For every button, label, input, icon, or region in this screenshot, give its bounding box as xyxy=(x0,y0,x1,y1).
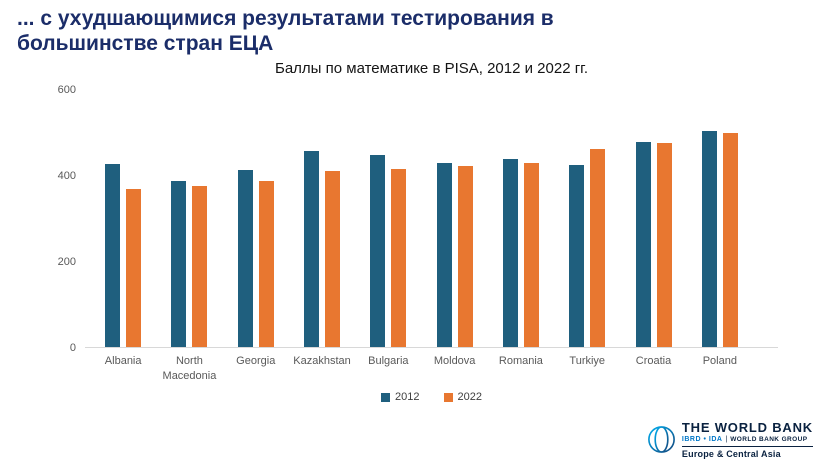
bar-2022-kazakhstan xyxy=(325,171,341,347)
world-bank-logo: THE WORLD BANK IBRD • IDA | WORLD BANK G… xyxy=(646,419,813,459)
bar-groups xyxy=(90,89,753,347)
bar-group-north-macedonia xyxy=(156,89,222,347)
y-tick-label: 600 xyxy=(57,84,76,96)
slide-title: ... с ухудшающимися результатами тестиро… xyxy=(17,7,717,57)
bar-2022-poland xyxy=(722,133,738,347)
y-axis-tick-labels: 0 200 400 600 xyxy=(38,84,76,354)
bar-2012-romania xyxy=(502,159,518,347)
x-axis-label-georgia: Georgia xyxy=(236,355,276,367)
legend-label-2012: 2012 xyxy=(395,391,420,403)
bar-group-moldova xyxy=(421,89,487,347)
legend-item-2022: 2022 xyxy=(443,391,482,403)
y-tick-label: 200 xyxy=(57,256,76,268)
bar-2022-north-macedonia xyxy=(192,186,208,347)
bar-2022-turkiye xyxy=(590,149,606,347)
y-tick-label: 0 xyxy=(69,342,76,354)
bar-group-kazakhstan xyxy=(289,89,355,347)
y-tick-label: 400 xyxy=(57,170,76,182)
plot-area xyxy=(85,90,778,348)
legend-item-2012: 2012 xyxy=(381,391,420,403)
bar-2012-albania xyxy=(105,164,121,347)
chart-title: Баллы по математике в PISA, 2012 и 2022 … xyxy=(274,60,588,77)
bar-2012-moldova xyxy=(436,163,452,347)
legend-swatch-2012 xyxy=(381,392,391,402)
bar-2012-bulgaria xyxy=(370,155,386,347)
world-bank-wordmark: THE WORLD BANK xyxy=(681,419,813,435)
ibrd-ida-label: IBRD • IDA xyxy=(681,436,723,443)
world-bank-group-label: WORLD BANK GROUP xyxy=(730,436,808,443)
x-axis-label-moldova: Moldova xyxy=(433,355,476,367)
logo-separator: | xyxy=(725,436,728,443)
bar-2022-moldova xyxy=(457,166,473,347)
bar-2012-georgia xyxy=(237,170,253,347)
bar-2012-turkiye xyxy=(569,165,585,347)
bar-2022-bulgaria xyxy=(391,169,407,347)
slide-title-line1: ... с ухудшающимися результатами тестиро… xyxy=(17,7,554,30)
bar-2012-north-macedonia xyxy=(171,181,187,347)
chart-legend: 2012 2022 xyxy=(85,391,778,403)
bar-2012-croatia xyxy=(635,142,651,347)
bar-2012-kazakhstan xyxy=(304,151,320,347)
bar-group-poland xyxy=(687,89,753,347)
x-axis-label-romania: Romania xyxy=(498,355,543,367)
legend-swatch-2022 xyxy=(443,392,453,402)
bar-2022-albania xyxy=(126,189,142,347)
bar-2022-romania xyxy=(523,163,539,347)
bar-group-croatia xyxy=(620,89,686,347)
bar-2012-poland xyxy=(701,131,717,347)
x-axis-label-kazakhstan: Kazakhstan xyxy=(293,355,351,367)
bar-2022-georgia xyxy=(258,181,274,347)
x-axis-label-albania: Albania xyxy=(104,355,142,367)
bar-2022-croatia xyxy=(656,143,672,347)
slide-title-line2: большинстве стран ЕЦА xyxy=(17,31,274,55)
x-axis-labels: Albania North Macedonia Georgia Kazakhstan B… xyxy=(90,354,753,384)
logo-divider xyxy=(681,446,813,447)
x-axis-label-bulgaria: Bulgaria xyxy=(368,355,409,367)
bar-group-romania xyxy=(488,89,554,347)
x-axis-label-north-macedonia: North Macedonia xyxy=(162,355,217,382)
bar-group-albania xyxy=(90,89,156,347)
legend-label-2022: 2022 xyxy=(457,391,482,403)
bar-group-georgia xyxy=(223,89,289,347)
bar-group-turkiye xyxy=(554,89,620,347)
region-label: Europe & Central Asia xyxy=(681,449,781,459)
world-bank-globe-icon xyxy=(648,425,675,453)
x-axis-label-croatia: Croatia xyxy=(635,355,672,367)
x-axis-label-poland: Poland xyxy=(702,355,737,367)
bar-group-bulgaria xyxy=(355,89,421,347)
x-axis-label-turkiye: Turkiye xyxy=(569,355,606,367)
